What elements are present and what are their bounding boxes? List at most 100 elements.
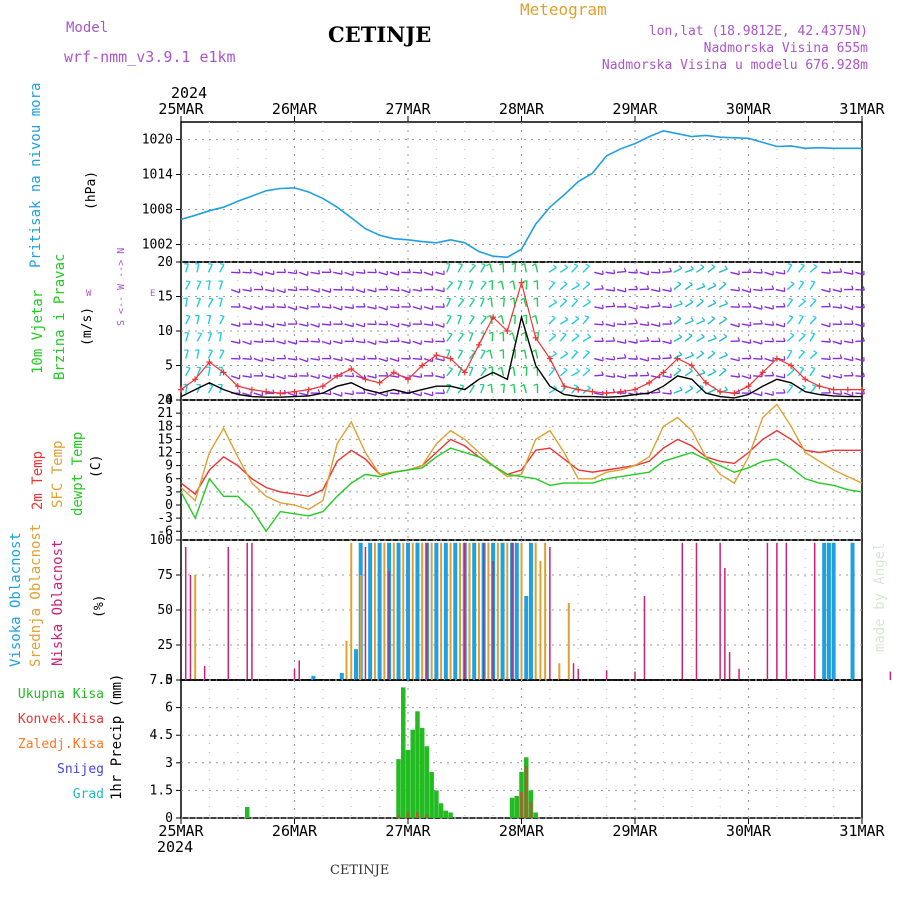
wind-barb — [344, 323, 354, 328]
wind-barb — [548, 317, 556, 325]
wind-barb-tick — [553, 299, 558, 303]
wind-barb — [753, 340, 763, 345]
wind-barb-tick — [647, 304, 650, 309]
model-label: Model — [66, 20, 109, 36]
wind-barb — [207, 280, 211, 290]
x-tick-label-top: 30MAR — [726, 100, 772, 118]
wind-barb — [707, 284, 717, 291]
wind-barb-tick — [790, 281, 795, 285]
wind-barb-tick — [690, 317, 694, 322]
wind-barb — [821, 340, 831, 343]
wind-barb-tick — [550, 280, 555, 284]
wind-barb-tick — [862, 286, 865, 291]
wind-barb — [276, 288, 286, 294]
wind-barb — [594, 374, 604, 377]
wind-barb-tick — [624, 302, 627, 308]
cloud-low-bar — [388, 570, 390, 680]
y-tick-label: 6 — [165, 472, 173, 487]
wind-barb-tick — [623, 353, 627, 359]
temp-sfc-line — [180, 403, 863, 511]
precip-total-bar — [509, 797, 515, 818]
footer-station: CETINJE — [330, 863, 390, 878]
wind-barb-tick — [669, 303, 672, 308]
wind-barb-tick — [486, 349, 491, 353]
wind-barb — [534, 349, 539, 359]
wind-barb-tick — [783, 356, 786, 361]
wind-barb — [673, 267, 683, 273]
wind-barb — [673, 336, 683, 342]
wind-barb-tick — [646, 285, 650, 290]
wind-barb — [219, 350, 225, 359]
wind-barb-tick — [701, 369, 706, 374]
wind-barb — [855, 392, 865, 395]
wind-barb-tick — [431, 321, 434, 326]
wind-barb — [287, 306, 297, 311]
cloud-high-bar — [500, 542, 505, 680]
cloud-low-bar — [724, 568, 726, 680]
wind-barb-tick — [635, 285, 638, 290]
wind-barb — [389, 323, 399, 328]
wind-barb — [582, 283, 591, 291]
wind-barb-tick — [585, 349, 590, 353]
wind-barb-tick — [520, 349, 525, 353]
wind-barb — [559, 318, 569, 325]
wind-barb — [253, 340, 263, 343]
wind-barb — [684, 387, 694, 394]
wind-barb-tick — [295, 286, 298, 291]
wind-barb-tick — [564, 350, 569, 355]
wind-barb-tick — [386, 320, 389, 325]
wind-barb — [196, 263, 200, 273]
year-top: 2024 — [171, 84, 208, 102]
wind-barb-tick — [562, 332, 567, 336]
wind-barb-tick — [723, 333, 728, 338]
wind-barb-tick — [497, 366, 502, 370]
wind-barb-tick — [613, 286, 616, 291]
wind-barb — [321, 375, 331, 380]
wind-barb — [185, 297, 188, 307]
wind-label-2: Brzina i Pravac — [52, 253, 68, 380]
y-tick-label: 1008 — [142, 203, 173, 218]
wind-barb-tick — [601, 320, 604, 325]
wind-barb — [276, 323, 286, 327]
wind-barb — [730, 375, 740, 378]
wind-barb — [753, 288, 763, 292]
wind-barb — [242, 306, 252, 310]
wind-barb — [650, 288, 661, 293]
y-tick-label: 25 — [157, 638, 173, 653]
wind-barb-tick — [722, 281, 727, 285]
wind-barb — [809, 333, 816, 342]
y-tick-label: 15 — [157, 432, 173, 447]
wind-barb — [333, 340, 343, 345]
wind-barb-tick — [862, 389, 865, 395]
wind-barb-tick — [635, 319, 638, 324]
wind-barb — [230, 288, 240, 294]
wind-barb — [287, 288, 297, 292]
wind-barb — [367, 340, 377, 346]
wind-barb — [775, 288, 785, 293]
wind-barb-tick — [459, 332, 464, 335]
wind-barb — [513, 384, 516, 394]
wind-barb — [355, 323, 365, 328]
wind-barb-tick — [722, 367, 727, 371]
wind-barb-tick — [760, 286, 763, 291]
wind-barb — [355, 340, 365, 344]
wind-barb-tick — [760, 268, 763, 274]
wind-barb — [525, 280, 528, 290]
wind-barb — [344, 375, 354, 378]
x-tick-label-top: 26MAR — [272, 100, 318, 118]
wind-barb — [696, 285, 706, 291]
wind-barb — [423, 323, 434, 327]
wind-barb-tick — [508, 332, 513, 336]
wind-barb-tick — [699, 298, 704, 302]
wind-barb-tick — [573, 263, 578, 267]
cloud-high-bar — [831, 542, 836, 680]
wind-barb — [639, 340, 649, 343]
wind-barb — [832, 392, 842, 396]
temp-unit: (C) — [89, 454, 104, 478]
year-bottom: 2024 — [157, 838, 194, 856]
wind-barb — [548, 282, 556, 291]
wind-barb — [480, 384, 485, 394]
wind-barb — [786, 283, 795, 291]
wind-barb — [764, 323, 774, 327]
